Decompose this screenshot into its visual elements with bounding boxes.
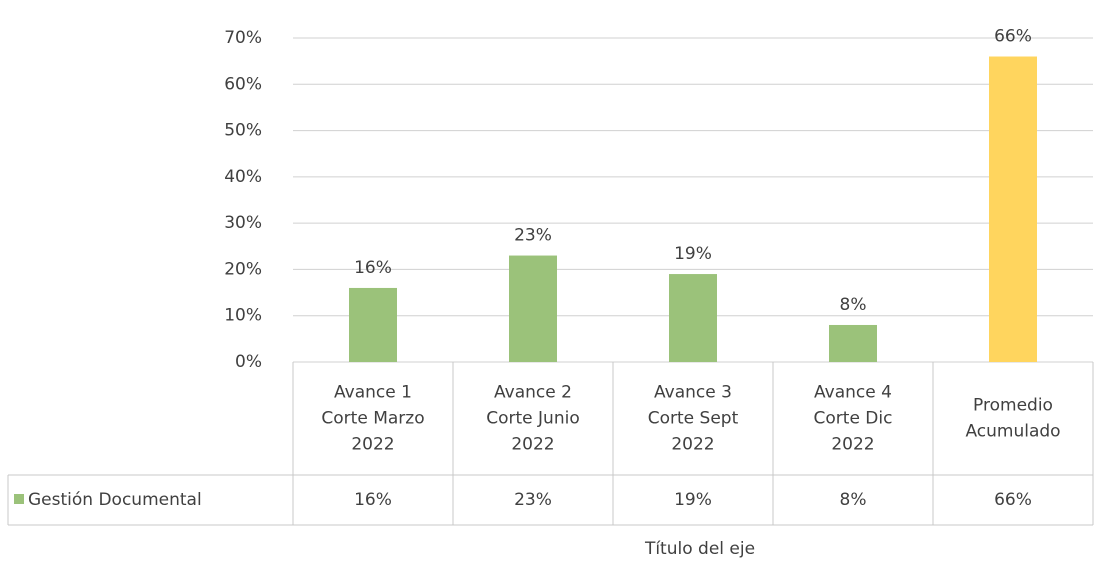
y-tick-label: 50% xyxy=(224,121,262,141)
table-value: 16% xyxy=(354,490,392,510)
table-value: 8% xyxy=(840,490,867,510)
data-label: 8% xyxy=(840,295,867,315)
bar xyxy=(349,287,397,362)
data-label: 19% xyxy=(674,244,712,264)
y-tick-label: 20% xyxy=(224,259,262,279)
x-tick-label: Avance 2 xyxy=(494,383,572,403)
table-value: 23% xyxy=(514,490,552,510)
bar xyxy=(669,274,717,362)
x-axis-title: Título del eje xyxy=(644,539,755,559)
x-tick-label: Avance 3 xyxy=(654,383,732,403)
x-tick-label: Corte Junio xyxy=(486,409,579,429)
table-value: 19% xyxy=(674,490,712,510)
data-label: 66% xyxy=(994,27,1032,47)
y-tick-label: 10% xyxy=(224,306,262,326)
x-tick-label: 2022 xyxy=(511,435,554,455)
data-label: 23% xyxy=(514,226,552,246)
x-tick-label: Acumulado xyxy=(965,422,1060,442)
x-tick-label: 2022 xyxy=(831,435,874,455)
y-tick-label: 60% xyxy=(224,74,262,94)
table-value: 66% xyxy=(994,490,1032,510)
y-tick-label: 0% xyxy=(235,352,262,372)
x-tick-label: 2022 xyxy=(351,435,394,455)
x-tick-label: Avance 1 xyxy=(334,383,412,403)
x-tick-label: Corte Marzo xyxy=(321,409,424,429)
y-tick-label: 40% xyxy=(224,167,262,187)
x-tick-label: Promedio xyxy=(973,396,1053,416)
x-tick-label: Corte Dic xyxy=(814,409,893,429)
bar xyxy=(989,56,1037,363)
y-tick-label: 30% xyxy=(224,213,262,233)
x-tick-label: Avance 4 xyxy=(814,383,892,403)
x-tick-label: Corte Sept xyxy=(648,409,739,429)
legend-label: Gestión Documental xyxy=(28,490,202,510)
x-tick-label: 2022 xyxy=(671,435,714,455)
legend-swatch xyxy=(14,494,24,504)
y-tick-label: 70% xyxy=(224,28,262,48)
bar xyxy=(509,255,557,362)
data-label: 16% xyxy=(354,258,392,278)
bar xyxy=(829,324,877,362)
